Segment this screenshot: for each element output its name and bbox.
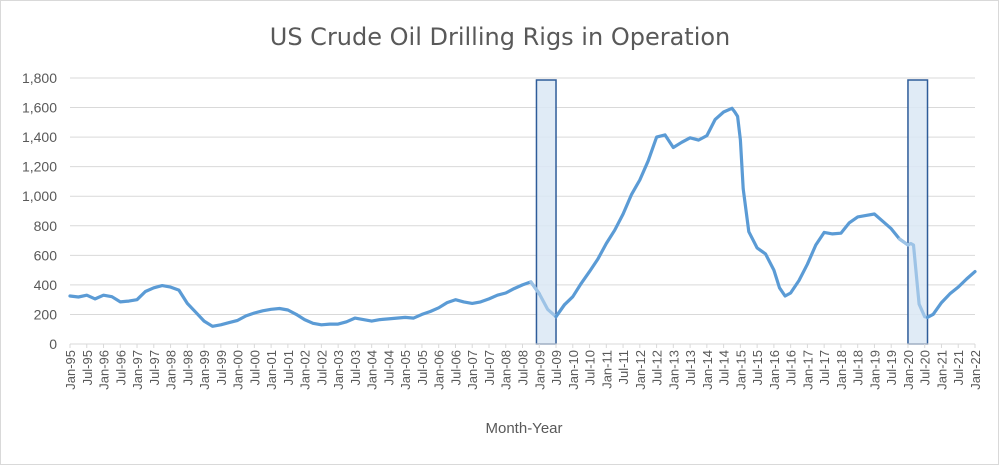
x-tick-label: Jul-99: [214, 350, 229, 385]
x-tick-label: Jan-05: [398, 350, 413, 390]
x-tick-label: Jul-97: [147, 350, 162, 385]
x-axis-ticks: Jan-95 Jul-95 Jan-96 Jul-96 Jan-97 Jul-97 Jan-…: [63, 344, 983, 390]
x-tick-label: Jul-17: [817, 350, 832, 385]
x-tick-label: Jan-10: [566, 350, 581, 390]
x-tick-label: Jan-95: [63, 350, 78, 390]
x-tick-label: Jul-06: [448, 350, 463, 385]
x-tick-label: Jan-04: [365, 350, 380, 390]
x-tick-label: Jul-96: [113, 350, 128, 385]
y-tick-label: 800: [34, 218, 58, 234]
y-tick-label: 200: [34, 306, 58, 322]
y-tick-label: 1,800: [22, 70, 57, 86]
x-tick-label: Jul-19: [884, 350, 899, 385]
series-line: [925, 270, 977, 319]
series-line: [554, 106, 910, 319]
gridlines: [70, 77, 975, 315]
x-tick-label: Jan-11: [599, 350, 614, 389]
x-tick-label: Jan-00: [231, 350, 246, 390]
x-tick-label: Jan-13: [666, 350, 681, 390]
x-tick-label: Jan-09: [532, 350, 547, 390]
x-tick-label: Jul-95: [80, 350, 95, 385]
x-tick-label: Jul-13: [683, 350, 698, 385]
y-tick-label: 600: [34, 247, 58, 263]
x-tick-label: Jul-98: [180, 350, 195, 385]
x-tick-label: Jan-97: [130, 350, 145, 390]
x-tick-label: Jul-18: [851, 350, 866, 385]
x-tick-label: Jul-20: [918, 350, 933, 385]
series-lines: [68, 106, 977, 328]
x-axis-label: Month-Year: [486, 420, 563, 437]
y-tick-label: 1,600: [22, 100, 57, 116]
x-tick-label: Jan-06: [432, 350, 447, 390]
x-tick-label: Jan-22: [968, 350, 983, 390]
x-tick-label: Jul-07: [482, 350, 497, 385]
x-tick-label: Jul-08: [516, 350, 531, 385]
x-tick-label: Jul-09: [549, 350, 564, 385]
x-tick-label: Jul-01: [281, 350, 296, 385]
x-tick-label: Jul-14: [717, 350, 732, 385]
x-tick-label: Jul-15: [750, 350, 765, 385]
shaded-periods: [535, 79, 929, 345]
x-tick-label: Jan-19: [867, 350, 882, 390]
x-tick-label: Jan-07: [465, 350, 480, 390]
x-tick-label: Jan-02: [298, 350, 313, 390]
chart-title: US Crude Oil Drilling Rigs in Operation: [270, 23, 731, 51]
x-tick-label: Jul-05: [415, 350, 430, 385]
x-tick-label: Jul-11: [616, 350, 631, 384]
x-tick-label: Jan-16: [767, 350, 782, 390]
x-tick-label: Jan-21: [934, 350, 949, 390]
x-tick-label: Jan-08: [499, 350, 514, 390]
x-tick-label: Jan-17: [800, 350, 815, 390]
x-tick-label: Jan-14: [700, 350, 715, 390]
y-tick-label: 400: [34, 277, 58, 293]
x-tick-label: Jan-15: [733, 350, 748, 390]
y-tick-label: 1,400: [22, 129, 57, 145]
x-tick-label: Jul-03: [348, 350, 363, 385]
x-tick-label: Jul-04: [381, 350, 396, 385]
x-tick-label: Jan-20: [901, 350, 916, 390]
y-axis-ticks: 0 200 400 600 800 1,000 1,200 1,400 1,600 1,800: [22, 70, 57, 352]
x-tick-label: Jul-02: [314, 350, 329, 385]
y-tick-label: 1,200: [22, 159, 57, 175]
x-tick-label: Jan-01: [264, 350, 279, 390]
x-tick-label: Jul-16: [784, 350, 799, 385]
x-tick-label: Jul-00: [247, 350, 262, 385]
y-tick-label: 1,000: [22, 188, 57, 204]
x-tick-label: Jul-21: [951, 350, 966, 385]
x-tick-label: Jan-12: [633, 350, 648, 390]
x-tick-label: Jul-12: [650, 350, 665, 385]
y-tick-label: 0: [49, 336, 57, 352]
x-tick-label: Jan-03: [331, 350, 346, 390]
x-tick-label: Jan-18: [834, 350, 849, 390]
x-tick-label: Jan-99: [197, 350, 212, 390]
x-tick-label: Jul-10: [583, 350, 598, 385]
series-line: [68, 280, 541, 328]
x-tick-label: Jan-96: [97, 350, 112, 390]
x-tick-label: Jan-98: [164, 350, 179, 390]
